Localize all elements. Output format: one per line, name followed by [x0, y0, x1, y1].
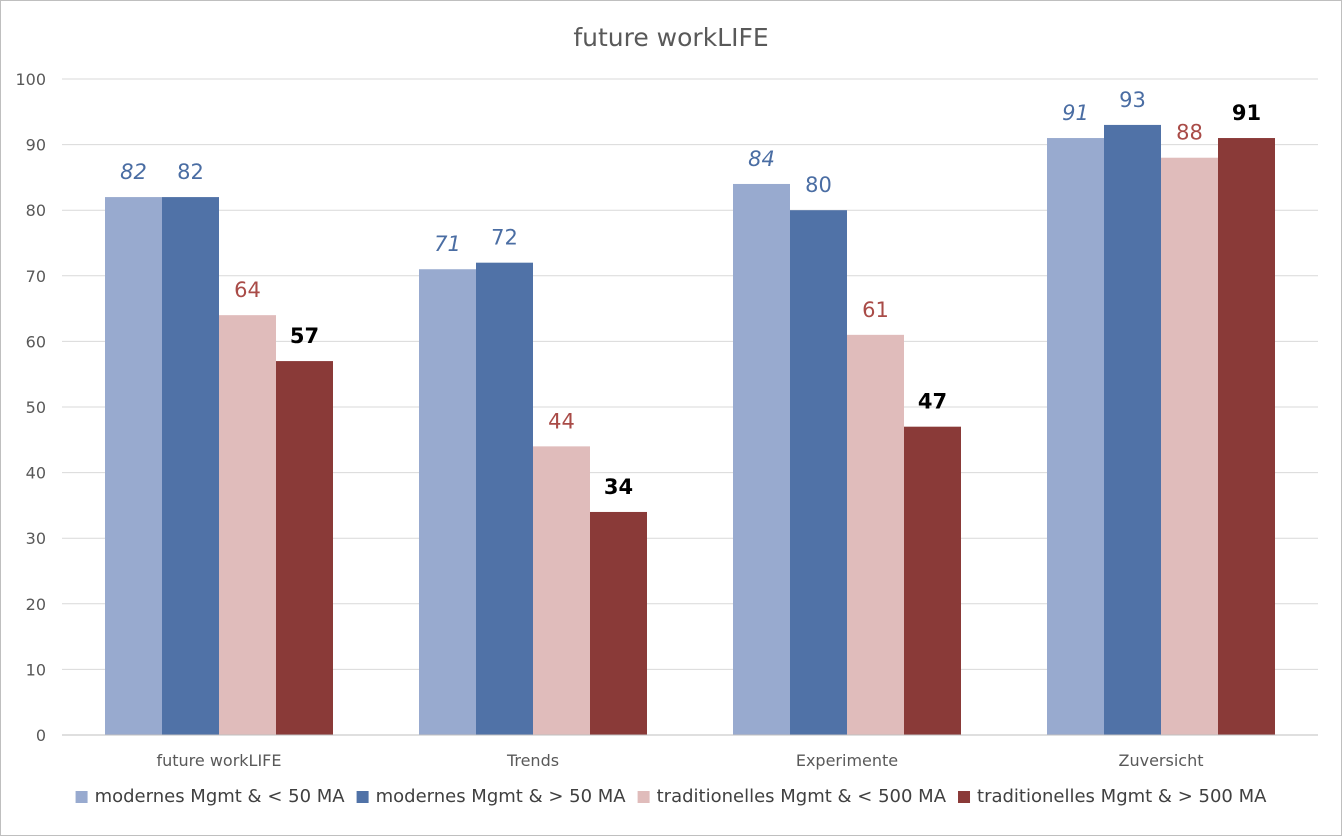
data-label-3-series-2: 80: [805, 173, 832, 197]
data-label-4-series-3: 88: [1176, 121, 1203, 145]
y-tick-label-50: 50: [26, 398, 46, 417]
bar-2-series-1: [419, 269, 476, 735]
legend-item-1: modernes Mgmt & < 50 MA: [75, 786, 346, 807]
data-label-3-series-1: 84: [748, 147, 775, 171]
bar-4-series-2: [1104, 124, 1161, 736]
data-label-3-series-4: 47: [918, 390, 947, 414]
legend-item-3: traditionelles Mgmt & < 500 MA: [637, 786, 947, 807]
x-axis: future workLIFE Trends Experimente Zuversic…: [62, 734, 1318, 770]
data-label-1-series-2: 82: [177, 160, 204, 184]
y-tick-label-0: 0: [36, 726, 46, 745]
y-tick-label-90: 90: [26, 136, 46, 155]
bar-1-series-2: [162, 197, 219, 735]
bar-4-series-4: [1218, 138, 1275, 736]
bars: [105, 124, 1275, 736]
bar-2-series-4: [590, 511, 647, 735]
data-label-4-series-1: 91: [1062, 101, 1089, 125]
y-tick-label-20: 20: [26, 595, 46, 614]
bar-4-series-3: [1161, 157, 1218, 736]
chart-title: future workLIFE: [573, 23, 768, 52]
data-label-4-series-4: 91: [1232, 101, 1261, 125]
bar-2-series-2: [476, 262, 533, 735]
legend-swatch-2: [356, 791, 369, 803]
x-tick-label-2: Trends: [506, 751, 559, 770]
data-label-2-series-4: 34: [604, 475, 633, 499]
bar-1-series-3: [219, 315, 276, 735]
bar-2-series-3: [533, 446, 590, 735]
y-tick-label-70: 70: [26, 267, 46, 286]
data-label-1-series-1: 82: [120, 160, 147, 184]
legend-item-2: modernes Mgmt & > 50 MA: [356, 786, 627, 807]
data-label-2-series-3: 44: [548, 409, 575, 433]
legend: modernes Mgmt & < 50 MA modernes Mgmt & >…: [75, 786, 1267, 807]
x-tick-label-1: future workLIFE: [156, 751, 281, 770]
y-tick-label-10: 10: [26, 660, 46, 679]
x-tick-label-3: Experimente: [796, 751, 898, 770]
bar-4-series-1: [1047, 138, 1104, 736]
data-label-1-series-3: 64: [234, 278, 261, 302]
bar-1-series-4: [276, 361, 333, 735]
data-label-2-series-2: 72: [491, 226, 518, 250]
legend-swatch-4: [958, 791, 971, 803]
data-label-2-series-1: 71: [434, 232, 461, 256]
bar-3-series-1: [733, 183, 790, 735]
data-labels: 82 82 64 57 71 72 44 34 84 80 61 47 91 93 88 91: [120, 88, 1261, 499]
legend-label-3: traditionelles Mgmt & < 500 MA: [657, 786, 947, 807]
y-axis: 0 10 20 30 40 50 60 70 80 90 100: [15, 70, 46, 745]
data-label-4-series-2: 93: [1119, 88, 1146, 112]
legend-item-4: traditionelles Mgmt & > 500 MA: [958, 786, 1267, 807]
y-tick-label-30: 30: [26, 529, 46, 548]
y-tick-label-40: 40: [26, 464, 46, 483]
legend-swatch-3: [637, 791, 650, 803]
x-tick-label-4: Zuversicht: [1119, 751, 1204, 770]
legend-label-1: modernes Mgmt & < 50 MA: [95, 786, 346, 807]
legend-label-2: modernes Mgmt & > 50 MA: [376, 786, 627, 807]
bar-3-series-3: [847, 334, 904, 735]
y-tick-label-100: 100: [15, 70, 46, 89]
data-label-1-series-4: 57: [290, 324, 319, 348]
legend-label-4: traditionelles Mgmt & > 500 MA: [977, 786, 1267, 807]
data-label-3-series-3: 61: [862, 298, 889, 322]
bar-3-series-4: [904, 426, 961, 735]
legend-swatch-1: [75, 791, 88, 803]
y-tick-label-80: 80: [26, 201, 46, 220]
bar-3-series-2: [790, 210, 847, 735]
y-tick-label-60: 60: [26, 332, 46, 351]
bar-1-series-1: [105, 197, 162, 735]
